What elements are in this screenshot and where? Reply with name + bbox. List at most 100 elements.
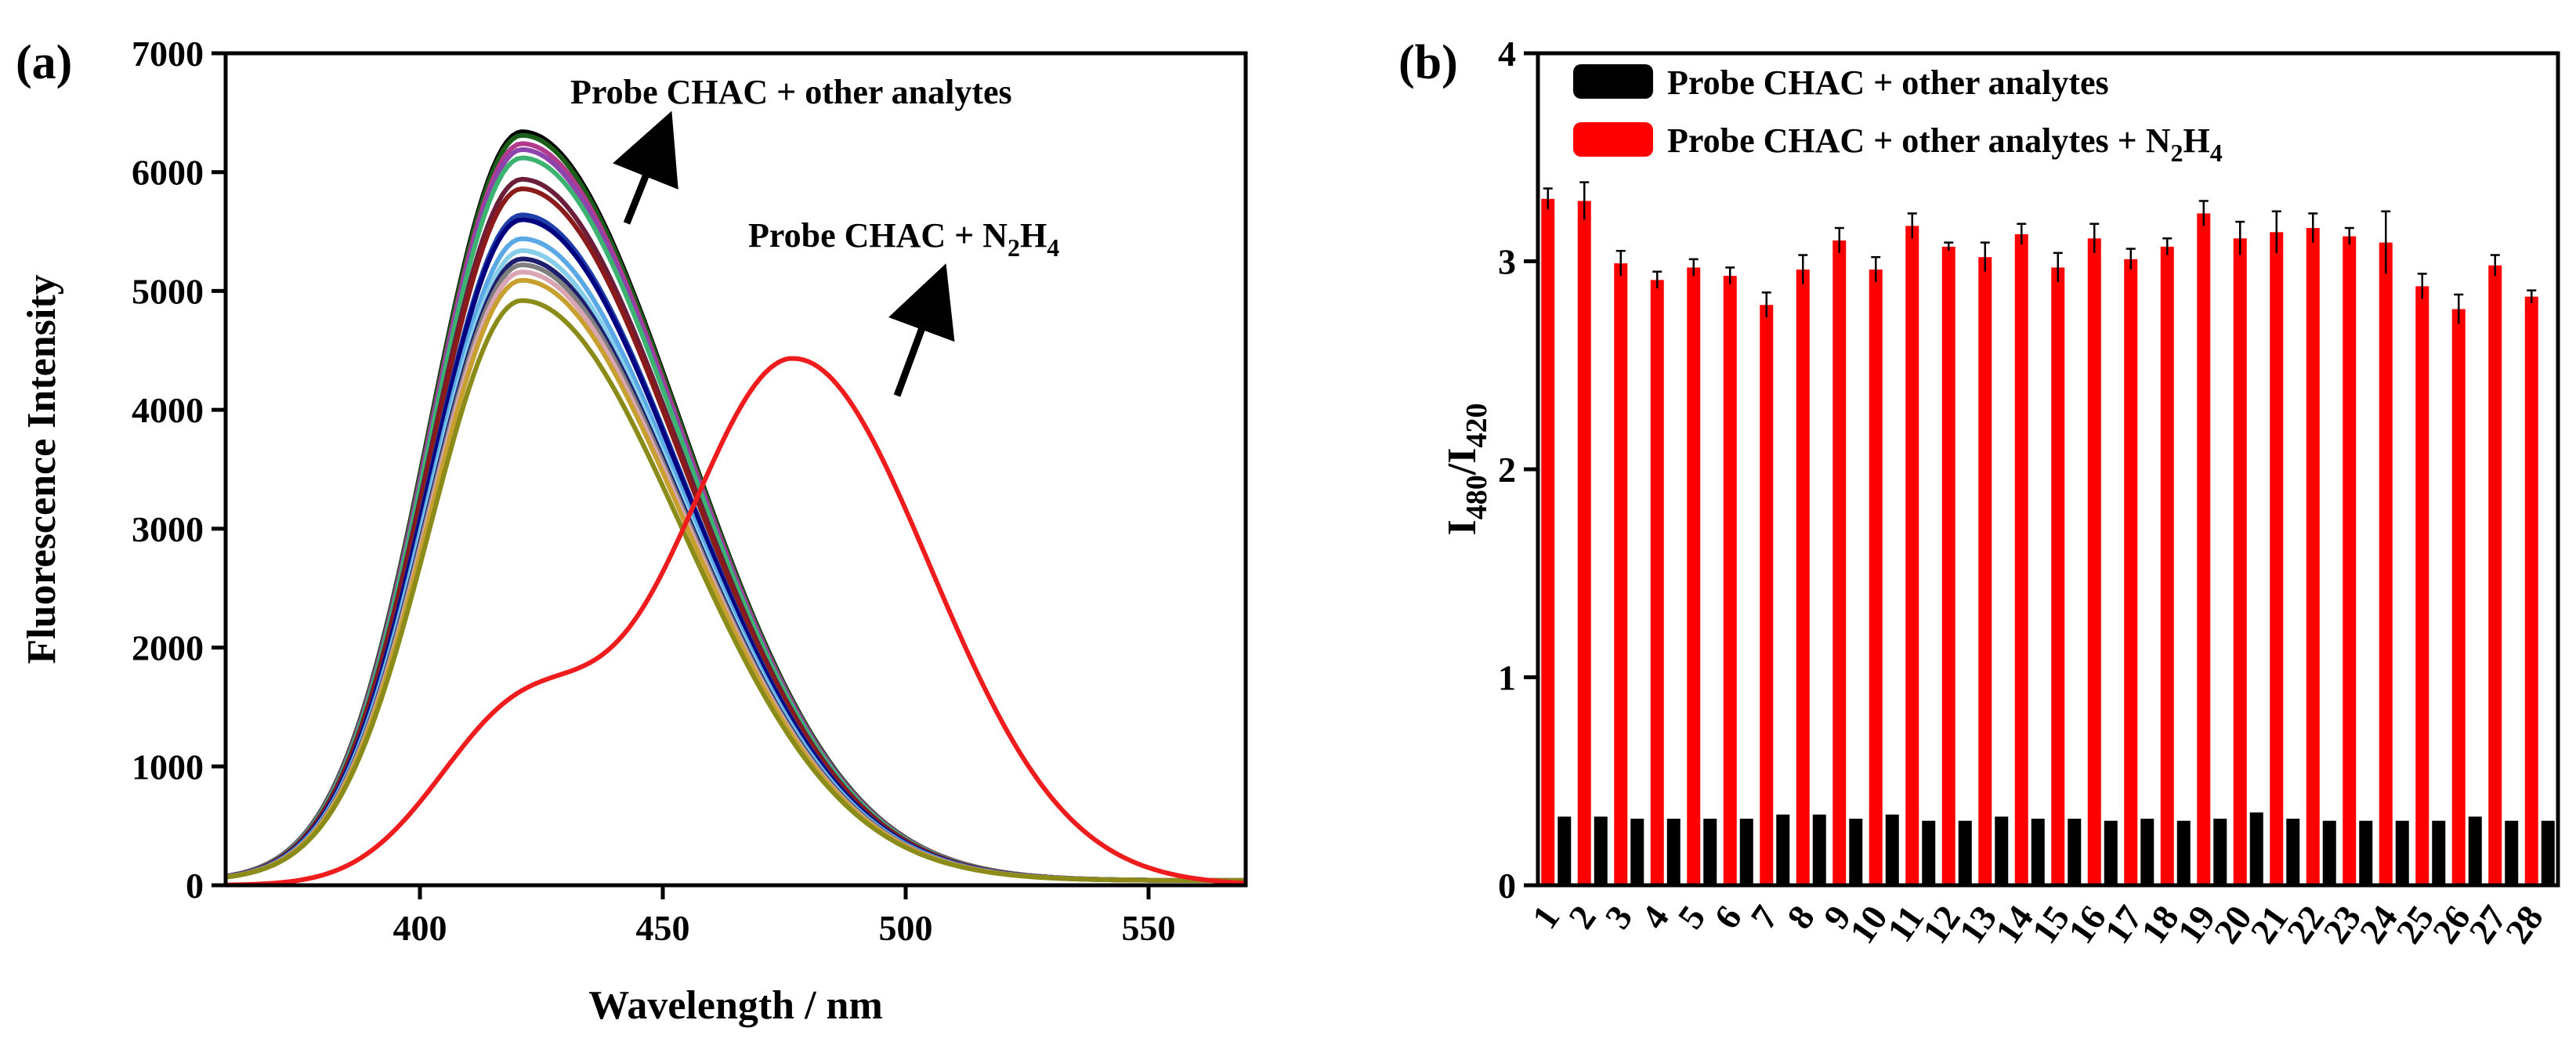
- annotation-n2h4-sub2: 4: [1047, 233, 1059, 262]
- panel-b-label: (b): [1398, 36, 1458, 89]
- y-tick-label: 3000: [132, 509, 204, 549]
- x-tick-label: 3: [1597, 898, 1640, 935]
- x-tick-label: 5: [1670, 898, 1713, 935]
- annotation-n2h4: Probe CHAC + N2H4: [748, 216, 1059, 262]
- legend-label-red-prefix: Probe CHAC + other analytes + N: [1667, 121, 2171, 160]
- bar-other-analytes: [1703, 819, 1717, 885]
- bar-other-analytes: [2104, 820, 2118, 885]
- bar-other-analytes: [1812, 814, 1826, 885]
- x-tick-label: 6: [1706, 898, 1749, 935]
- bar-n2h4: [2270, 232, 2284, 886]
- bar-n2h4: [1577, 201, 1591, 885]
- spectrum-line-analyte-6: [225, 176, 1246, 883]
- bar-other-analytes: [1995, 816, 2009, 885]
- panel-a-x-ticks: 400 450 500 550: [393, 885, 1176, 948]
- bar-other-analytes: [1849, 819, 1863, 885]
- legend-label-red-sub2: 4: [2210, 139, 2223, 167]
- x-tick-label: 550: [1122, 908, 1176, 948]
- y-tick-label: 2000: [132, 628, 204, 668]
- bar-n2h4: [1650, 280, 1664, 885]
- panel-b-bars: [1541, 181, 2555, 886]
- annotation-other-analytes: Probe CHAC + other analytes: [570, 73, 1012, 111]
- y-tick-label: 2: [1498, 450, 1516, 490]
- bar-n2h4: [1760, 305, 1774, 885]
- legend-label-black: Probe CHAC + other analytes: [1667, 63, 2109, 102]
- spectrum-line-analyte-1: [225, 129, 1246, 883]
- annotation-n2h4-prefix: Probe CHAC + N: [748, 216, 1008, 255]
- spectrum-line-analyte-10: [225, 236, 1246, 883]
- bar-n2h4: [1723, 276, 1737, 886]
- panel-a-label: (a): [16, 36, 72, 89]
- bar-n2h4: [1796, 269, 1810, 885]
- bar-other-analytes: [2286, 819, 2300, 885]
- bar-n2h4: [2524, 296, 2538, 885]
- bar-n2h4: [2014, 233, 2028, 885]
- bar-other-analytes: [2213, 819, 2227, 885]
- legend-label-red-mid: H: [2183, 121, 2209, 160]
- spectrum-line-analyte-9: [225, 217, 1246, 883]
- bar-n2h4: [1833, 240, 1847, 885]
- panel-b-y-label-sub1: 480: [1460, 475, 1493, 519]
- bar-other-analytes: [2031, 819, 2045, 885]
- panel-a-frame: [223, 51, 1248, 888]
- x-tick-label: 28: [2498, 898, 2551, 950]
- bar-n2h4: [2343, 236, 2357, 885]
- bar-n2h4: [2233, 238, 2247, 885]
- bar-other-analytes: [1958, 820, 1972, 885]
- bar-other-analytes: [2359, 820, 2373, 885]
- bar-other-analytes: [2395, 820, 2409, 885]
- bar-other-analytes: [1739, 819, 1753, 885]
- bar-n2h4: [2488, 265, 2502, 885]
- bar-n2h4: [1541, 198, 1555, 886]
- bar-n2h4: [1614, 263, 1628, 885]
- bar-n2h4: [2051, 267, 2065, 886]
- annotation-n2h4-mid: H: [1020, 216, 1047, 255]
- bar-n2h4: [2451, 309, 2466, 885]
- legend-swatch-red: [1573, 122, 1653, 157]
- spectrum-line-N2H4: [225, 356, 1246, 888]
- spectrum-line-analyte-8: [225, 212, 1246, 883]
- annotation-n2h4-sub1: 2: [1008, 233, 1020, 262]
- bar-n2h4: [2415, 286, 2429, 885]
- x-tick-label: 500: [879, 908, 933, 948]
- y-tick-label: 1000: [132, 747, 204, 787]
- panel-a-x-axis-label: Wavelength / nm: [588, 983, 883, 1028]
- bar-other-analytes: [2432, 820, 2446, 885]
- y-tick-label: 1: [1498, 658, 1516, 698]
- legend-swatch-black: [1573, 64, 1653, 99]
- spectrum-line-analyte-5: [225, 155, 1246, 883]
- bar-n2h4: [1978, 257, 1992, 885]
- x-tick-label: 400: [393, 908, 447, 948]
- panel-b-y-axis-label: I480/I420: [1440, 403, 1493, 536]
- spectrum-line-analyte-3: [225, 141, 1246, 883]
- bar-n2h4: [2306, 228, 2320, 885]
- bar-other-analytes: [1885, 814, 1899, 885]
- legend-label-red-sub1: 2: [2170, 139, 2183, 167]
- spectrum-line-analyte-7: [225, 186, 1246, 883]
- y-tick-label: 0: [1498, 866, 1516, 906]
- bar-other-analytes: [2505, 820, 2519, 885]
- bar-n2h4: [1687, 267, 1701, 886]
- spectrum-line-analyte-16: [225, 298, 1246, 883]
- panel-b-legend: Probe CHAC + other analytes Probe CHAC +…: [1573, 63, 2223, 167]
- legend-label-red: Probe CHAC + other analytes + N2H4: [1667, 121, 2223, 167]
- spectrum-line-analyte-11: [225, 248, 1246, 883]
- bar-other-analytes: [1630, 819, 1644, 885]
- y-tick-label: 4: [1498, 34, 1516, 74]
- y-tick-label: 4000: [132, 390, 204, 430]
- bar-n2h4: [2379, 242, 2393, 886]
- bar-n2h4: [1905, 226, 1919, 885]
- bar-n2h4: [2087, 238, 2101, 885]
- bar-n2h4: [1941, 246, 1956, 885]
- bar-other-analytes: [1558, 816, 1572, 885]
- bar-other-analytes: [1922, 820, 1936, 885]
- spectrum-line-analyte-4: [225, 146, 1246, 883]
- bar-other-analytes: [2322, 820, 2336, 885]
- bar-other-analytes: [1594, 816, 1608, 885]
- y-tick-label: 6000: [132, 153, 204, 193]
- x-tick-label: 8: [1779, 898, 1822, 935]
- y-tick-label: 0: [186, 866, 204, 906]
- y-tick-label: 5000: [132, 271, 204, 311]
- bar-other-analytes: [2468, 816, 2482, 885]
